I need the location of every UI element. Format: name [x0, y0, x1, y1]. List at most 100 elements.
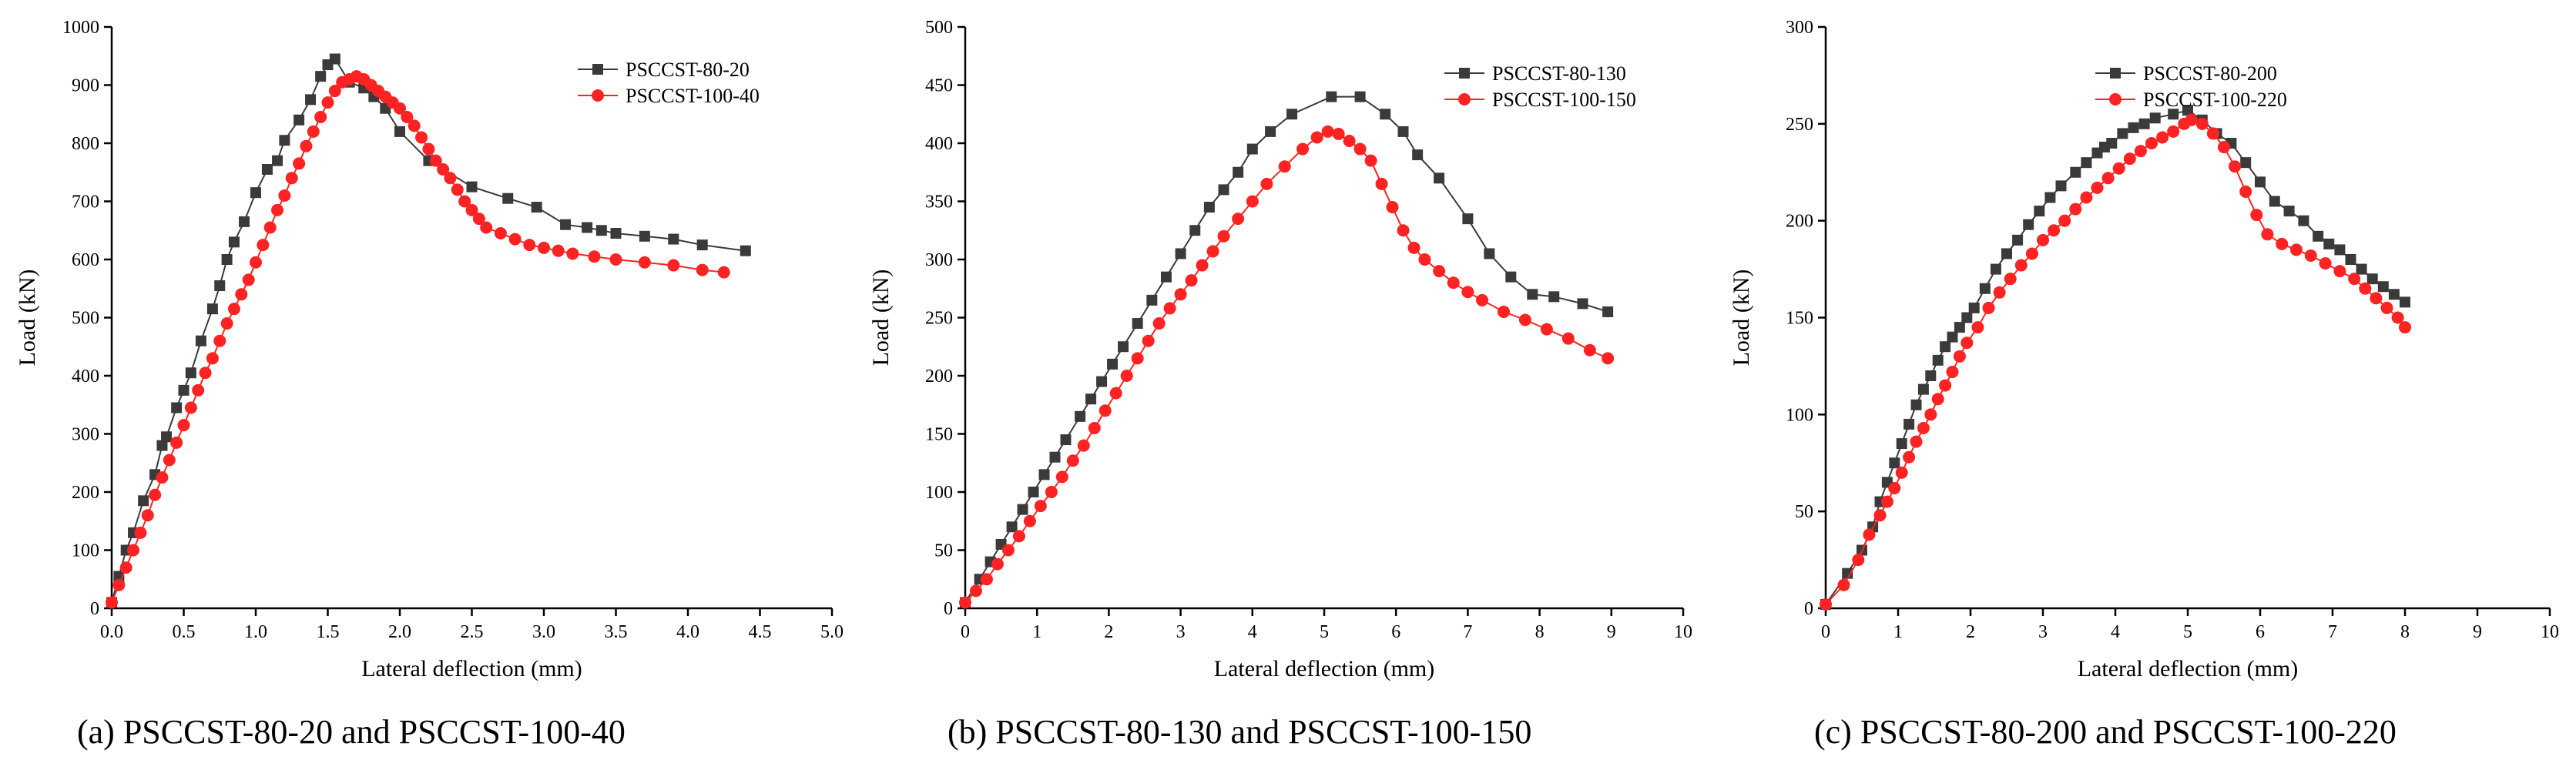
- x-tick-label-b: 3: [1176, 622, 1186, 642]
- data-point-a-2: [494, 227, 507, 240]
- x-tick-label-a: 1.0: [244, 622, 267, 642]
- data-point-c-2: [2261, 228, 2274, 241]
- legend-label-c-1: PSCCST-80-200: [2143, 62, 2277, 85]
- y-tick-label-c: 0: [1804, 599, 1813, 619]
- data-point-c-2: [2380, 301, 2393, 314]
- series-line-c-1: [1825, 109, 2406, 605]
- y-tick-label-b: 50: [934, 541, 953, 561]
- data-point-c-1: [2149, 112, 2161, 124]
- data-point-c-1: [2117, 128, 2128, 139]
- data-point-a-1: [156, 440, 168, 451]
- x-axis-label-b: Lateral deflection (mm): [1214, 656, 1435, 681]
- data-point-c-1: [2034, 206, 2045, 217]
- data-point-a-1: [214, 280, 226, 291]
- data-point-a-1: [560, 219, 572, 230]
- x-tick-label-b: 10: [1674, 622, 1692, 642]
- data-point-a-1: [639, 230, 650, 242]
- data-point-b-1: [1484, 248, 1495, 259]
- data-point-c-2: [2145, 137, 2158, 149]
- x-tick-label-b: 6: [1391, 622, 1400, 642]
- data-point-a-1: [171, 402, 183, 413]
- data-point-b-2: [1321, 125, 1334, 138]
- x-tick-label-a: 3.5: [605, 622, 628, 642]
- x-tick-label-a: 4.0: [676, 622, 699, 642]
- x-axis-label-a: Lateral deflection (mm): [361, 656, 582, 681]
- series-line-b-1: [964, 95, 1608, 604]
- x-tick-label-a: 5.0: [820, 622, 844, 642]
- data-point-b-1: [1118, 341, 1129, 353]
- y-axis-label-a: Load (kN): [15, 269, 40, 367]
- data-point-b-1: [1265, 126, 1276, 137]
- data-point-a-2: [220, 317, 233, 330]
- data-point-a-1: [185, 367, 196, 379]
- data-point-a-2: [250, 256, 262, 269]
- data-point-b-2: [1045, 486, 1058, 498]
- x-axis-label-c: Lateral deflection (mm): [2078, 656, 2299, 681]
- data-point-a-2: [119, 561, 132, 574]
- x-tick-label-a: 0.0: [100, 622, 123, 642]
- data-point-c-2: [1837, 578, 1850, 591]
- data-point-b-1: [1233, 166, 1244, 178]
- data-point-a-2: [278, 189, 291, 202]
- chart-panel-b: 0 1 2 3 4 5 6 7 8 9 100501001502002503003504004505…: [868, 18, 1692, 681]
- data-point-a-2: [717, 266, 730, 279]
- data-point-a-2: [184, 401, 197, 414]
- data-point-c-1: [2298, 215, 2309, 226]
- data-point-c-1: [1940, 341, 1951, 353]
- y-tick-label-b: 200: [925, 367, 953, 387]
- data-point-a-2: [609, 253, 622, 266]
- data-point-c-1: [2283, 206, 2295, 217]
- data-point-b-1: [1412, 149, 1424, 161]
- data-point-c-1: [2182, 105, 2193, 116]
- data-point-b-1: [1075, 410, 1086, 422]
- legend-marker-b-2: [1458, 93, 1471, 105]
- data-point-c-2: [2101, 172, 2115, 185]
- y-tick-label-c: 300: [1786, 18, 1813, 38]
- data-point-b-2: [1583, 343, 1596, 357]
- data-point-c-1: [2070, 166, 2081, 178]
- data-point-b-1: [1175, 248, 1186, 259]
- data-point-c-2: [1982, 301, 1995, 314]
- data-point-b-2: [1217, 229, 1230, 243]
- data-point-a-2: [394, 102, 406, 115]
- data-point-a-2: [293, 157, 306, 170]
- data-point-c-1: [1925, 370, 1937, 381]
- data-point-c-1: [2269, 196, 2280, 207]
- y-tick-label-c: 100: [1786, 405, 1813, 425]
- data-point-b-1: [1017, 504, 1028, 515]
- data-point-b-1: [1028, 487, 1039, 497]
- data-point-c-1: [2240, 157, 2252, 169]
- data-point-b-1: [1096, 376, 1108, 387]
- data-point-a-1: [595, 225, 607, 236]
- data-point-a-1: [610, 228, 622, 239]
- data-point-b-2: [1476, 293, 1489, 306]
- data-point-b-1: [1189, 225, 1201, 236]
- data-point-b-2: [1109, 387, 1122, 400]
- x-tick-label-c: 9: [2473, 622, 2482, 642]
- data-point-a-2: [149, 488, 162, 501]
- data-point-c-1: [1954, 322, 1965, 333]
- data-point-b-2: [1386, 201, 1399, 214]
- data-point-a-2: [112, 578, 126, 591]
- data-point-b-2: [1023, 514, 1036, 527]
- legend-marker-b-1: [1459, 68, 1470, 79]
- data-point-b-1: [1286, 109, 1298, 120]
- data-point-c-2: [2069, 203, 2082, 216]
- data-point-b-2: [1561, 332, 1575, 345]
- data-point-c-1: [1990, 263, 2001, 275]
- x-tick-label-c: 8: [2400, 622, 2410, 642]
- y-tick-label-a: 800: [72, 134, 99, 154]
- data-point-c-2: [2025, 247, 2038, 260]
- data-point-a-1: [502, 192, 514, 204]
- y-tick-label-a: 100: [72, 541, 99, 561]
- data-point-b-2: [1407, 241, 1420, 254]
- data-point-a-2: [328, 85, 341, 98]
- data-point-b-2: [1397, 224, 1410, 237]
- data-point-b-2: [1518, 313, 1531, 326]
- legend-label-a-2: PSCCST-100-40: [626, 85, 760, 107]
- data-point-a-1: [531, 202, 542, 213]
- data-point-c-1: [2345, 254, 2356, 265]
- data-point-a-2: [206, 352, 219, 365]
- chart-panel-a: 0.0 0.5 1.0 1.5 2.0 2.5 3.0 3.5 4.0 4.5 5.0 0 100 200…: [15, 18, 844, 681]
